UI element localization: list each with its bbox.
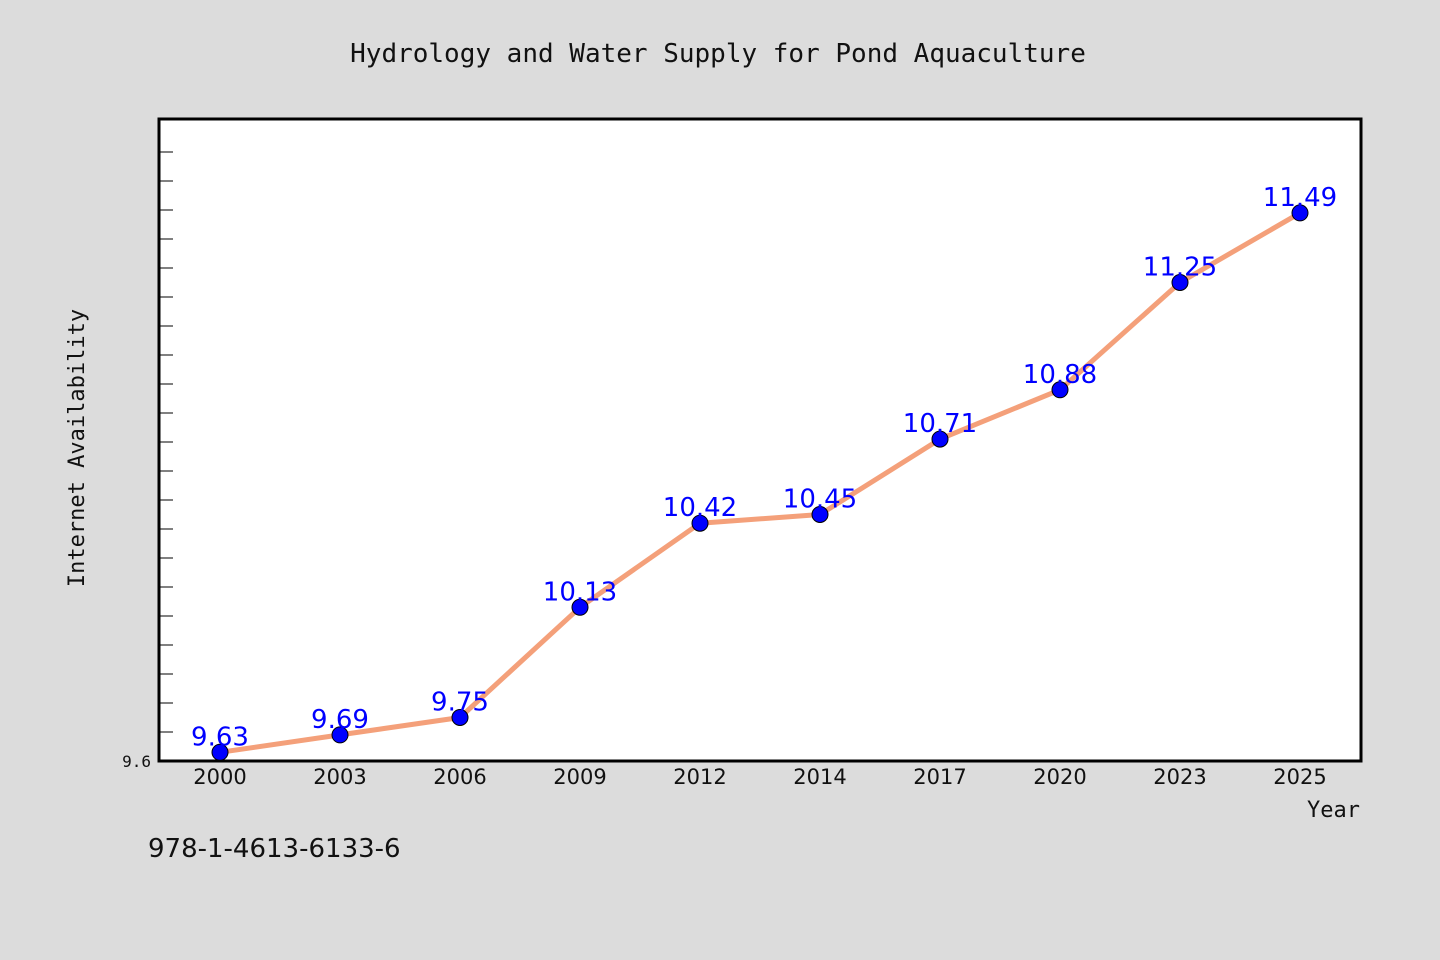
x-tick-label: 2009 — [553, 765, 606, 789]
data-point — [1051, 381, 1069, 399]
x-tick-label: 2000 — [193, 765, 246, 789]
data-point — [1291, 204, 1309, 222]
x-tick-label: 2006 — [433, 765, 486, 789]
x-tick-label: 2025 — [1273, 765, 1326, 789]
x-tick-label: 2012 — [673, 765, 726, 789]
x-tick-label: 2003 — [313, 765, 366, 789]
y-axis-label: Internet Availability — [65, 309, 90, 587]
plot-area — [157, 117, 1363, 763]
series-line — [217, 210, 1303, 755]
data-label: 9.69 — [311, 705, 369, 735]
data-label: 10.71 — [903, 409, 977, 439]
data-label: 11.25 — [1143, 253, 1217, 283]
data-markers — [211, 204, 1309, 761]
isbn-footnote: 978-1-4613-6133-6 — [148, 834, 401, 864]
data-label: 9.63 — [191, 722, 249, 752]
x-axis-ticks: 2000 2003 2006 2009 2012 2014 2017 2020 2023 2025 — [193, 765, 1326, 789]
data-point — [691, 514, 709, 532]
x-tick-label: 2014 — [793, 765, 846, 789]
data-label: 10.88 — [1023, 360, 1097, 390]
data-point — [571, 598, 589, 616]
data-label: 9.75 — [431, 688, 489, 718]
x-axis-label: Year — [1307, 798, 1360, 823]
y-tick-label: 9.6 — [122, 752, 151, 771]
data-point — [451, 709, 469, 726]
data-point — [931, 430, 949, 448]
data-point — [1171, 274, 1189, 291]
data-labels: 9.63 9.69 9.75 10.13 10.42 10.45 10.71 10.88 11.… — [191, 183, 1337, 752]
data-label: 10.13 — [543, 577, 617, 607]
data-label: 10.42 — [663, 493, 737, 523]
x-tick-label: 2017 — [913, 765, 966, 789]
data-point — [211, 743, 229, 761]
y-axis-ticks: 9.6 — [122, 151, 173, 771]
data-label: 10.45 — [783, 485, 857, 515]
data-point — [331, 726, 349, 744]
chart-title: Hydrology and Water Supply for Pond Aqua… — [350, 39, 1086, 69]
x-tick-label: 2023 — [1153, 765, 1206, 789]
x-tick-label: 2020 — [1033, 765, 1086, 789]
data-point — [811, 506, 829, 523]
data-label: 11.49 — [1263, 183, 1337, 213]
